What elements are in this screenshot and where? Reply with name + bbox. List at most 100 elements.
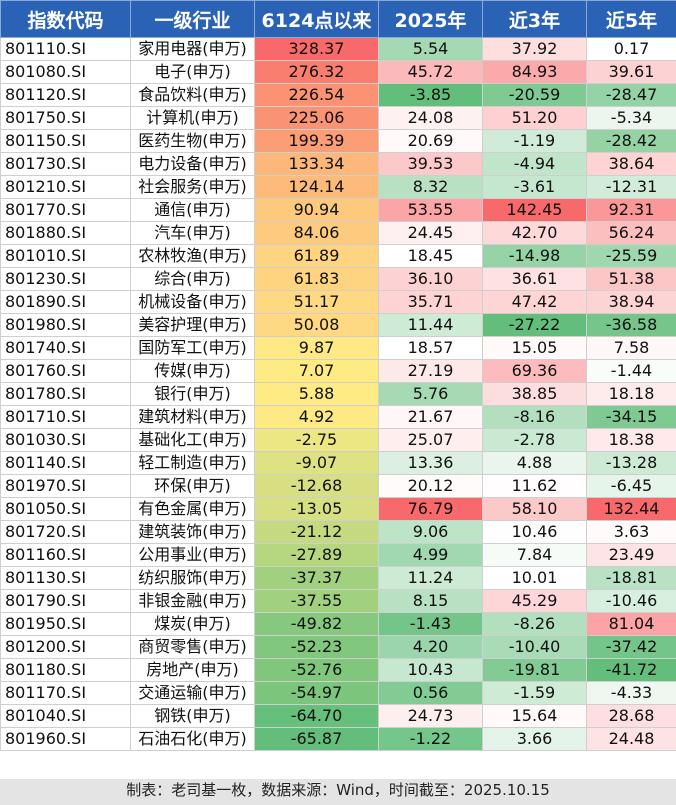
index-code-cell: 801150.SI: [0, 129, 131, 153]
y3-cell: -8.26: [482, 612, 587, 636]
since-6124-cell: 4.92: [254, 405, 379, 429]
y3-cell: -4.94: [482, 152, 587, 176]
since-6124-cell: 90.94: [254, 198, 379, 222]
index-code-cell: 801140.SI: [0, 451, 131, 475]
y2025-cell: 24.73: [378, 704, 483, 728]
index-code-cell: 801760.SI: [0, 359, 131, 383]
index-code-cell: 801050.SI: [0, 497, 131, 521]
y3-cell: 37.92: [482, 37, 587, 61]
industry-cell: 机械设备(申万): [130, 290, 255, 314]
industry-cell: 综合(申万): [130, 267, 255, 291]
since-6124-cell: 51.17: [254, 290, 379, 314]
y3-cell: 45.29: [482, 589, 587, 613]
y3-cell: -20.59: [482, 83, 587, 107]
since-6124-cell: -64.70: [254, 704, 379, 728]
industry-cell: 银行(申万): [130, 382, 255, 406]
y2025-cell: 4.99: [378, 543, 483, 567]
index-code-cell: 801970.SI: [0, 474, 131, 498]
y2025-cell: 24.45: [378, 221, 483, 245]
y5-cell: 132.44: [586, 497, 676, 521]
industry-cell: 农林牧渔(申万): [130, 244, 255, 268]
y2025-cell: -3.85: [378, 83, 483, 107]
y5-cell: -13.28: [586, 451, 676, 475]
index-code-cell: 801740.SI: [0, 336, 131, 360]
index-code-cell: 801210.SI: [0, 175, 131, 199]
table-row: 801110.SI 家用电器(申万) 328.37 5.54 37.92 0.17: [0, 37, 676, 61]
y5-cell: 92.31: [586, 198, 676, 222]
index-code-cell: 801180.SI: [0, 658, 131, 682]
y2025-cell: -1.22: [378, 727, 483, 751]
industry-cell: 建筑材料(申万): [130, 405, 255, 429]
table-row: 801730.SI 电力设备(申万) 133.34 39.53 -4.94 38.64: [0, 152, 676, 176]
index-code-cell: 801750.SI: [0, 106, 131, 130]
since-6124-cell: 9.87: [254, 336, 379, 360]
header-2025: 2025年: [378, 0, 483, 38]
industry-cell: 环保(申万): [130, 474, 255, 498]
table-row: 801790.SI 非银金融(申万) -37.55 8.15 45.29 -10.46: [0, 589, 676, 613]
table-row: 801080.SI 电子(申万) 276.32 45.72 84.93 39.61: [0, 60, 676, 84]
y3-cell: 38.85: [482, 382, 587, 406]
y3-cell: 42.70: [482, 221, 587, 245]
industry-cell: 有色金属(申万): [130, 497, 255, 521]
industry-cell: 公用事业(申万): [130, 543, 255, 567]
since-6124-cell: 199.39: [254, 129, 379, 153]
industry-cell: 家用电器(申万): [130, 37, 255, 61]
y3-cell: -14.98: [482, 244, 587, 268]
y5-cell: 3.63: [586, 520, 676, 544]
since-6124-cell: 7.07: [254, 359, 379, 383]
table-row: 801760.SI 传媒(申万) 7.07 27.19 69.36 -1.44: [0, 359, 676, 383]
y5-cell: -5.34: [586, 106, 676, 130]
y2025-cell: 76.79: [378, 497, 483, 521]
y3-cell: -27.22: [482, 313, 587, 337]
table-row: 801180.SI 房地产(申万) -52.76 10.43 -19.81 -41.72: [0, 658, 676, 682]
index-code-cell: 801160.SI: [0, 543, 131, 567]
index-code-cell: 801120.SI: [0, 83, 131, 107]
y3-cell: 15.05: [482, 336, 587, 360]
y5-cell: -12.31: [586, 175, 676, 199]
y5-cell: 38.64: [586, 152, 676, 176]
footer-note: 制表：老司基一枚，数据来源：Wind，时间截至：2025.10.15: [0, 779, 676, 805]
industry-cell: 轻工制造(申万): [130, 451, 255, 475]
index-code-cell: 801880.SI: [0, 221, 131, 245]
y5-cell: -36.58: [586, 313, 676, 337]
table-row: 801890.SI 机械设备(申万) 51.17 35.71 47.42 38.94: [0, 290, 676, 314]
table-row: 801970.SI 环保(申万) -12.68 20.12 11.62 -6.45: [0, 474, 676, 498]
table-row: 801160.SI 公用事业(申万) -27.89 4.99 7.84 23.49: [0, 543, 676, 567]
header-row: 指数代码 一级行业 6124点以来 2025年 近3年 近5年: [0, 0, 676, 38]
since-6124-cell: -21.12: [254, 520, 379, 544]
industry-cell: 电子(申万): [130, 60, 255, 84]
index-code-cell: 801790.SI: [0, 589, 131, 613]
y2025-cell: 27.19: [378, 359, 483, 383]
table-row: 801880.SI 汽车(申万) 84.06 24.45 42.70 56.24: [0, 221, 676, 245]
y5-cell: -28.47: [586, 83, 676, 107]
y3-cell: 11.62: [482, 474, 587, 498]
since-6124-cell: -27.89: [254, 543, 379, 567]
y2025-cell: 11.44: [378, 313, 483, 337]
industry-cell: 房地产(申万): [130, 658, 255, 682]
industry-cell: 通信(申万): [130, 198, 255, 222]
since-6124-cell: -54.97: [254, 681, 379, 705]
y5-cell: 23.49: [586, 543, 676, 567]
y3-cell: 7.84: [482, 543, 587, 567]
industry-cell: 社会服务(申万): [130, 175, 255, 199]
index-code-cell: 801110.SI: [0, 37, 131, 61]
since-6124-cell: -49.82: [254, 612, 379, 636]
y2025-cell: 8.15: [378, 589, 483, 613]
since-6124-cell: 328.37: [254, 37, 379, 61]
industry-cell: 电力设备(申万): [130, 152, 255, 176]
industry-cell: 国防军工(申万): [130, 336, 255, 360]
y5-cell: 81.04: [586, 612, 676, 636]
since-6124-cell: 61.89: [254, 244, 379, 268]
since-6124-cell: 50.08: [254, 313, 379, 337]
y5-cell: -18.81: [586, 566, 676, 590]
table-row: 801130.SI 纺织服饰(申万) -37.37 11.24 10.01 -18.81: [0, 566, 676, 590]
since-6124-cell: 133.34: [254, 152, 379, 176]
since-6124-cell: 61.83: [254, 267, 379, 291]
y5-cell: -25.59: [586, 244, 676, 268]
y5-cell: -1.44: [586, 359, 676, 383]
y2025-cell: 10.43: [378, 658, 483, 682]
y2025-cell: 11.24: [378, 566, 483, 590]
y5-cell: -34.15: [586, 405, 676, 429]
since-6124-cell: -2.75: [254, 428, 379, 452]
index-code-cell: 801890.SI: [0, 290, 131, 314]
